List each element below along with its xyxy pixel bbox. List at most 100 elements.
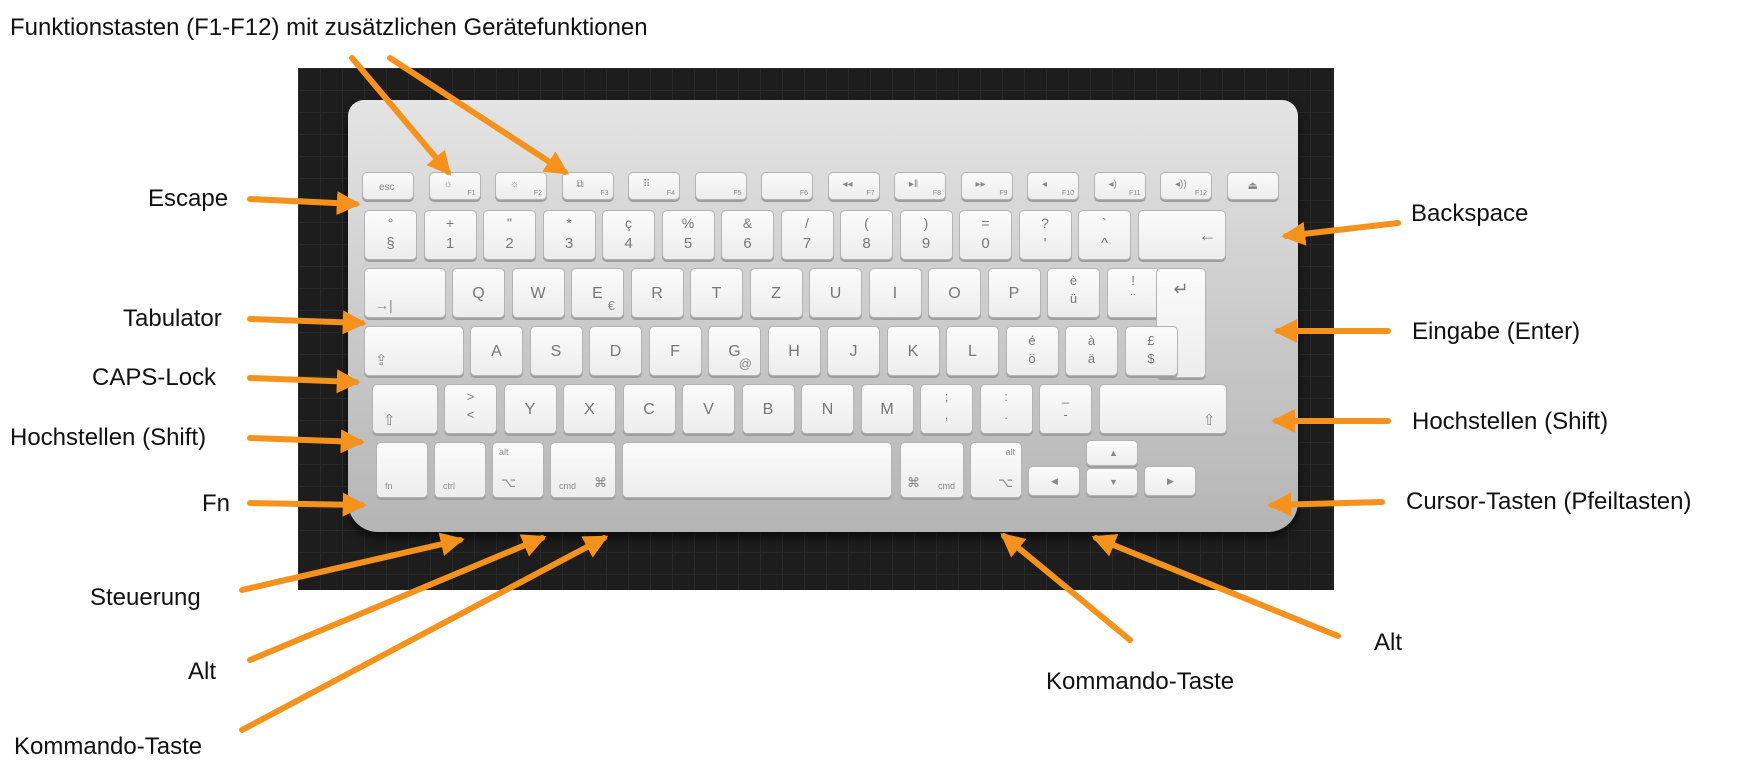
char-key-row4-4[interactable]: V xyxy=(682,384,735,434)
char-key-row4-9[interactable]: :. xyxy=(979,384,1033,434)
letter-key-w[interactable]: W xyxy=(511,268,565,318)
key-upper-legend: ( xyxy=(864,215,869,231)
label-alt-right: Alt xyxy=(1374,629,1403,656)
letter-key-r[interactable]: R xyxy=(630,268,684,318)
caps-lock-key[interactable]: ⇪ xyxy=(364,326,464,376)
fn-key[interactable]: fn xyxy=(376,442,428,498)
function-key-F1[interactable]: ☼ F1 xyxy=(428,172,481,200)
command-right-key[interactable]: ⌘ cmd xyxy=(900,442,964,498)
key-upper-legend: _ xyxy=(1061,389,1070,404)
number-key-^[interactable]: ` ^ xyxy=(1078,210,1131,260)
letter-key-u[interactable]: U xyxy=(809,268,862,318)
label-shift-right: Hochstellen (Shift) xyxy=(1412,408,1609,435)
number-key-3[interactable]: * 3 xyxy=(542,210,596,260)
letter-key-z[interactable]: Z xyxy=(749,268,803,318)
letter-key-s[interactable]: S xyxy=(529,326,583,376)
letter-key-q[interactable]: Q xyxy=(452,268,505,318)
alt-left-key[interactable]: alt ⌥ xyxy=(492,442,544,498)
key-upper-legend: ! xyxy=(1131,273,1135,288)
char-key-row4-8[interactable]: ;, xyxy=(920,384,973,434)
arrow-alt-left xyxy=(247,534,547,663)
tab-key[interactable]: →| xyxy=(364,268,446,318)
number-key-8[interactable]: (8 xyxy=(840,210,893,260)
key-icon: ☼ xyxy=(510,179,520,190)
char-key-row4-1[interactable]: Y xyxy=(503,384,557,434)
number-key-'[interactable]: ? ' xyxy=(1018,210,1072,260)
arrow-up-key[interactable]: ▲ xyxy=(1086,440,1138,466)
letter-key-f[interactable]: F xyxy=(648,326,702,376)
function-key-F9[interactable]: ▸▸ F9 xyxy=(960,172,1013,200)
arrow-right-key[interactable]: ▶ xyxy=(1144,466,1196,496)
letter-key-p[interactable]: P xyxy=(987,268,1041,318)
letter-key-e[interactable]: E € xyxy=(571,268,624,318)
function-key-F6[interactable]: F6 xyxy=(761,172,813,200)
number-key-2[interactable]: " 2 xyxy=(483,210,536,260)
char-key-4[interactable]: £ $ xyxy=(1124,326,1178,376)
arrow-up-icon: ▲ xyxy=(1109,448,1118,458)
letter-key-h[interactable]: H xyxy=(767,326,821,376)
number-key-1[interactable]: +1 xyxy=(423,210,477,260)
eject-key[interactable]: ⏏ xyxy=(1226,172,1279,200)
char-key-row4-6[interactable]: N xyxy=(801,384,854,434)
letter-key-k[interactable]: K xyxy=(886,326,940,376)
key-lower-legend: B xyxy=(762,401,774,418)
letter-key-i[interactable]: I xyxy=(868,268,922,318)
letter-key-o[interactable]: O xyxy=(928,268,981,318)
char-key-row4-10[interactable]: _ - xyxy=(1039,384,1092,434)
function-key-F5[interactable]: F5 xyxy=(694,172,747,200)
label-escape: Escape xyxy=(148,185,229,212)
function-key-F7[interactable]: ◂◂ F7 xyxy=(827,172,880,200)
arrow-function-keys-1 xyxy=(349,55,452,176)
function-key-F2[interactable]: ☼ F2 xyxy=(495,172,547,200)
number-key-5[interactable]: % 5 xyxy=(661,210,715,260)
label-fn: Fn xyxy=(202,490,231,517)
space-bar[interactable] xyxy=(622,442,892,498)
number-key-§[interactable]: ° § xyxy=(364,210,417,260)
key-legend: cmd xyxy=(559,481,577,491)
function-key-F4[interactable]: ⠿ F4 xyxy=(628,172,680,200)
arrow-left-key[interactable]: ◀ xyxy=(1028,466,1080,496)
char-key-row4-0[interactable]: > < xyxy=(444,384,497,434)
command-left-key[interactable]: cmd ⌘ xyxy=(550,442,616,498)
char-key-row4-2[interactable]: X xyxy=(563,384,616,434)
function-key-F11[interactable]: ◂) F11 xyxy=(1093,172,1146,200)
control-key[interactable]: ctrl xyxy=(434,442,486,498)
option-icon: ⌥ xyxy=(501,475,516,490)
shift-right-key[interactable]: ⇧ xyxy=(1098,384,1227,434)
key-upper-legend: > xyxy=(466,389,475,404)
backspace-key[interactable]: ← xyxy=(1137,210,1226,260)
key-fn-number: F6 xyxy=(799,190,808,197)
alt-right-key[interactable]: alt ⌥ xyxy=(970,442,1022,498)
letter-key-d[interactable]: D xyxy=(589,326,642,376)
letter-key-j[interactable]: J xyxy=(827,326,880,376)
key-lower-legend: § xyxy=(386,235,395,252)
key-legend: E xyxy=(592,285,603,302)
function-key-F10[interactable]: ◂ F10 xyxy=(1027,172,1079,200)
char-key-row4-3[interactable]: C xyxy=(622,384,676,434)
arrow-down-key[interactable]: ▼ xyxy=(1086,468,1138,496)
arrow-fn xyxy=(247,492,367,517)
function-key-F12[interactable]: ◂)) F12 xyxy=(1160,172,1212,200)
function-key-F8[interactable]: ▸ǁ F8 xyxy=(894,172,946,200)
char-key-row4-7[interactable]: M xyxy=(860,384,914,434)
number-key-0[interactable]: = 0 xyxy=(959,210,1012,260)
shift-left-key[interactable]: ⇧ xyxy=(372,384,438,434)
escape-key[interactable]: esc xyxy=(362,172,414,200)
key-fn-number: F5 xyxy=(733,190,742,197)
key-legend: T xyxy=(711,285,722,302)
key-legend: alt xyxy=(1005,447,1015,457)
number-key-7[interactable]: /7 xyxy=(780,210,834,260)
number-key-6[interactable]: & 6 xyxy=(721,210,774,260)
letter-key-t[interactable]: T xyxy=(690,268,743,318)
letter-key-a[interactable]: A xyxy=(470,326,523,376)
letter-key-g[interactable]: G @ xyxy=(708,326,761,376)
char-key-row4-5[interactable]: B xyxy=(741,384,795,434)
number-key-9[interactable]: ) 9 xyxy=(899,210,953,260)
key-fn-number: F3 xyxy=(600,190,609,197)
function-key-F3[interactable]: ⧉ F3 xyxy=(561,172,614,200)
letter-key-l[interactable]: L xyxy=(946,326,999,376)
